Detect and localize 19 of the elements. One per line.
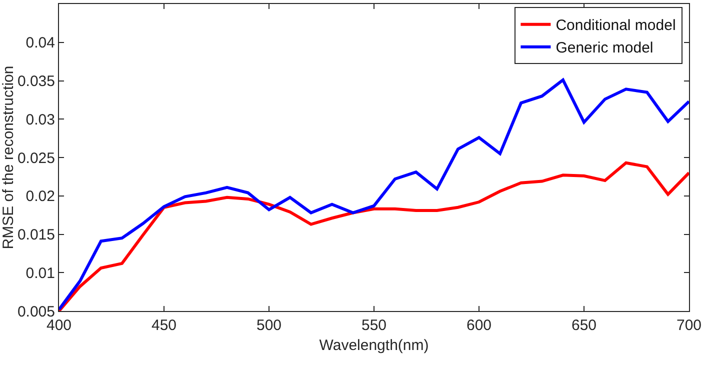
x-tick-label: 550 — [361, 317, 387, 334]
x-tick-label: 450 — [151, 317, 177, 334]
x-tick-label: 500 — [256, 317, 282, 334]
y-tick-label: 0.04 — [26, 34, 55, 52]
y-tick-label: 0.035 — [17, 73, 55, 90]
y-tick-label: 0.01 — [26, 264, 55, 282]
y-tick-label: 0.02 — [26, 188, 55, 206]
legend-label: Conditional model — [556, 17, 676, 34]
y-axis-title: RMSE of the reconstruction — [0, 66, 17, 250]
x-tick-label: 700 — [676, 317, 702, 334]
legend-label: Generic model — [556, 40, 654, 57]
x-tick-label: 600 — [466, 317, 492, 334]
y-tick-label: 0.025 — [17, 150, 55, 167]
x-tick-label: 650 — [571, 317, 597, 334]
y-tick-label: 0.03 — [26, 111, 55, 128]
line-series — [59, 78, 689, 311]
y-tick-label: 0.015 — [17, 226, 55, 244]
x-axis-title: Wavelength(nm) — [319, 337, 429, 354]
line-series — [59, 161, 689, 311]
